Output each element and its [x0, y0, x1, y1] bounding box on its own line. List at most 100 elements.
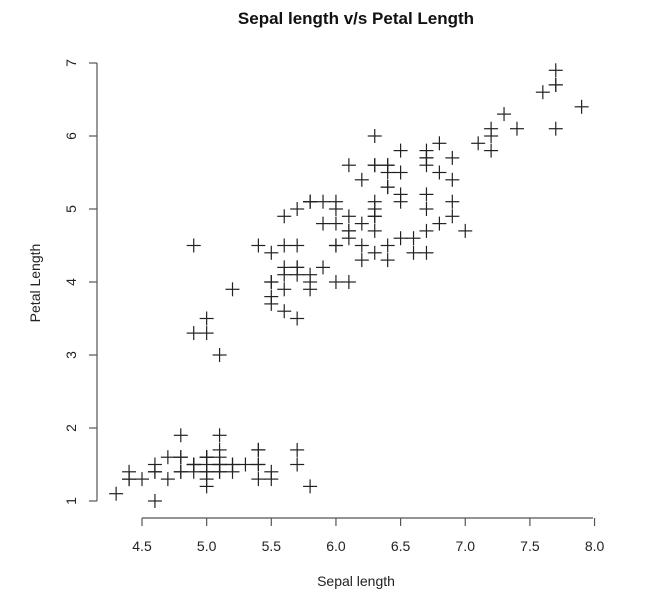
plus-marker-icon — [290, 238, 305, 253]
plus-marker-icon — [419, 187, 434, 202]
plus-marker-icon — [419, 223, 434, 238]
plus-marker-icon — [445, 209, 460, 224]
plus-marker-icon — [316, 260, 331, 275]
plus-marker-icon — [341, 275, 356, 289]
plus-marker-icon — [548, 63, 563, 78]
x-axis-label: Sepal length — [317, 573, 395, 589]
plus-marker-icon — [212, 450, 227, 465]
plus-marker-icon — [225, 457, 240, 472]
plus-marker-icon — [251, 457, 266, 472]
plus-marker-icon — [548, 77, 563, 92]
y-axis-label: Petal Length — [27, 244, 43, 323]
plus-marker-icon — [264, 245, 279, 260]
plus-marker-icon — [290, 267, 305, 282]
plus-marker-icon — [238, 457, 253, 472]
x-tick-label: 6.5 — [391, 538, 411, 554]
plus-marker-icon — [316, 216, 331, 231]
plus-marker-icon — [328, 216, 343, 231]
plus-marker-icon — [393, 165, 408, 180]
plus-marker-icon — [147, 464, 162, 479]
plus-marker-icon — [251, 238, 266, 253]
plus-marker-icon — [406, 231, 421, 246]
plus-marker-icon — [509, 121, 524, 136]
plus-marker-icon — [432, 165, 447, 180]
x-tick-label: 5.5 — [262, 538, 282, 554]
plus-marker-icon — [445, 194, 460, 209]
plus-marker-icon — [173, 450, 188, 465]
plus-marker-icon — [303, 479, 318, 494]
plus-marker-icon — [186, 457, 201, 472]
plus-marker-icon — [432, 216, 447, 231]
plus-marker-icon — [199, 464, 214, 479]
plus-marker-icon — [225, 282, 240, 297]
plus-marker-icon — [290, 457, 305, 472]
plus-marker-icon — [484, 143, 499, 158]
plus-marker-icon — [341, 231, 356, 246]
plus-marker-icon — [535, 85, 550, 100]
plus-marker-icon — [264, 275, 279, 289]
plus-marker-icon — [548, 121, 563, 136]
plus-marker-icon — [328, 275, 343, 289]
plus-marker-icon — [264, 472, 279, 487]
plus-marker-icon — [277, 260, 292, 275]
plus-marker-icon — [277, 282, 292, 297]
y-tick-label: 1 — [63, 497, 79, 505]
plus-marker-icon — [328, 202, 343, 216]
plus-marker-icon — [458, 223, 473, 238]
plus-marker-icon — [445, 172, 460, 187]
y-tick-label: 4 — [63, 278, 79, 286]
plus-marker-icon — [380, 180, 395, 195]
plus-marker-icon — [122, 472, 137, 487]
x-axis: 4.5 5.0 5.5 6.0 6.5 7.0 7.5 8.0 — [132, 517, 605, 554]
plus-marker-icon — [471, 136, 486, 151]
data-points — [109, 63, 589, 508]
plus-marker-icon — [367, 202, 382, 216]
plus-marker-icon — [367, 158, 382, 173]
plus-marker-icon — [393, 231, 408, 246]
plus-marker-icon — [303, 194, 318, 209]
x-tick-label: 5.0 — [197, 538, 217, 554]
plus-marker-icon — [406, 245, 421, 260]
plus-marker-icon — [419, 202, 434, 216]
y-tick-label: 6 — [63, 132, 79, 140]
plus-marker-icon — [393, 143, 408, 158]
plus-marker-icon — [303, 275, 318, 289]
plus-marker-icon — [109, 486, 124, 501]
plus-marker-icon — [484, 129, 499, 143]
x-tick-label: 4.5 — [132, 538, 152, 554]
plus-marker-icon — [354, 216, 369, 231]
plus-marker-icon — [160, 450, 175, 465]
plus-marker-icon — [445, 150, 460, 165]
plus-marker-icon — [199, 326, 214, 341]
plus-marker-icon — [354, 238, 369, 253]
plus-marker-icon — [147, 494, 162, 508]
plus-marker-icon — [264, 296, 279, 311]
plus-marker-icon — [380, 253, 395, 268]
plus-marker-icon — [173, 464, 188, 479]
plus-marker-icon — [135, 472, 149, 487]
x-tick-label: 8.0 — [585, 538, 605, 554]
plus-marker-icon — [173, 428, 188, 443]
plus-marker-icon — [290, 202, 305, 216]
plus-marker-icon — [367, 223, 382, 238]
plus-marker-icon — [316, 194, 331, 209]
y-tick-label: 3 — [63, 351, 79, 359]
plus-marker-icon — [354, 253, 369, 268]
plus-marker-icon — [277, 304, 292, 319]
plus-marker-icon — [497, 107, 512, 122]
y-tick-label: 2 — [63, 424, 79, 432]
x-tick-label: 6.0 — [326, 538, 346, 554]
plus-marker-icon — [432, 136, 447, 151]
y-axis: 1 2 3 4 5 6 7 — [63, 59, 98, 505]
plus-marker-icon — [341, 209, 356, 224]
plus-marker-icon — [380, 165, 395, 180]
plus-marker-icon — [574, 99, 589, 114]
chart-title: Sepal length v/s Petal Length — [238, 9, 474, 28]
x-tick-label: 7.0 — [456, 538, 476, 554]
plus-marker-icon — [186, 238, 201, 253]
plus-marker-icon — [212, 428, 227, 443]
plus-marker-icon — [367, 245, 382, 260]
plus-marker-icon — [212, 348, 227, 362]
plus-marker-icon — [393, 187, 408, 202]
